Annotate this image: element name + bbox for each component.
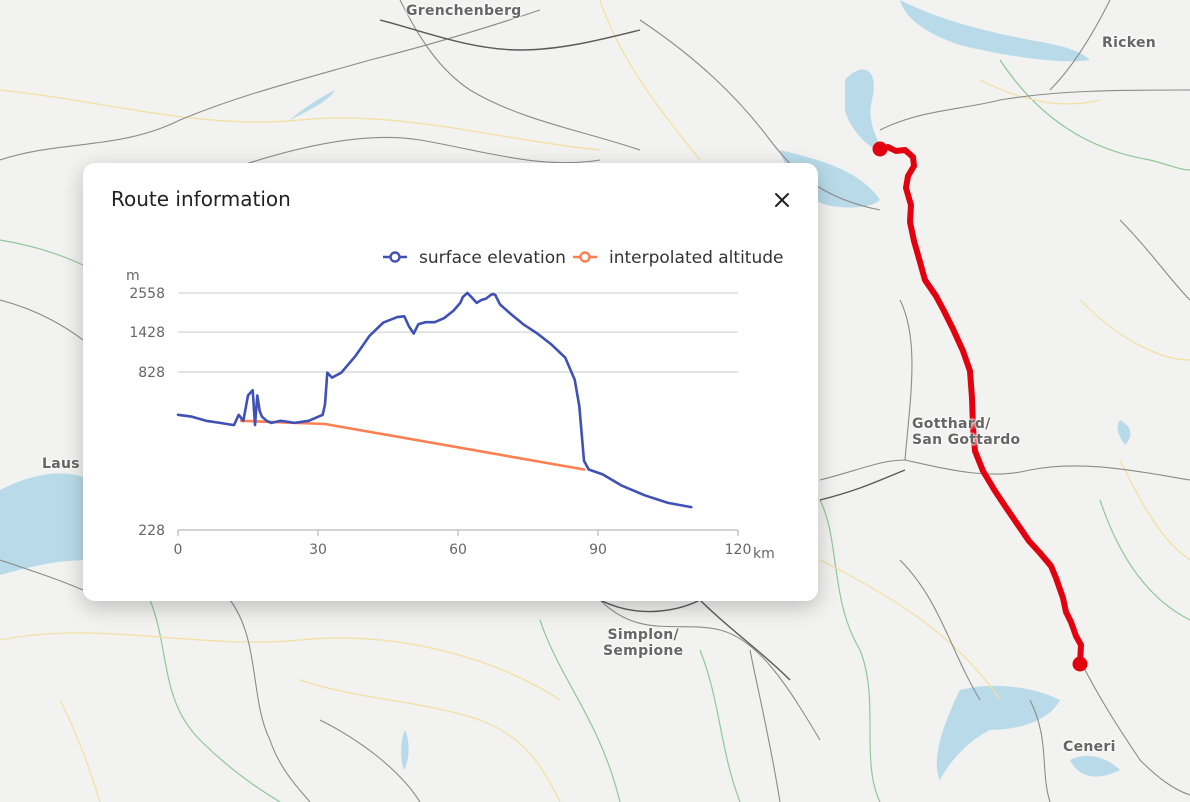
y-tick-label: 1428 <box>129 325 165 341</box>
route-start-marker[interactable] <box>872 141 888 157</box>
close-icon <box>775 193 789 207</box>
route-information-panel: Route information 228 828 1428 2558 0 30 60 90 1… <box>83 163 818 601</box>
lakes <box>0 0 1131 780</box>
route-line[interactable] <box>877 144 1084 667</box>
legend-swatch-marker <box>389 251 401 263</box>
series-line <box>176 291 693 509</box>
map-label-grenchenberg: Grenchenberg <box>406 3 522 19</box>
legend-entry: interpolated altitude <box>609 248 783 268</box>
route-end-marker[interactable] <box>1072 656 1088 672</box>
x-tick-label: 0 <box>174 542 183 558</box>
legend-entry: surface elevation <box>419 248 566 268</box>
map-label-ceneri: Ceneri <box>1063 739 1116 755</box>
series-line <box>239 419 586 471</box>
y-tick-label: 228 <box>138 523 165 539</box>
map-label-lausanne: Laus <box>42 456 80 472</box>
map-label-ricken: Ricken <box>1102 35 1157 51</box>
legend-swatch-marker <box>579 251 591 263</box>
y-tick-label: 828 <box>138 365 165 381</box>
railways <box>379 19 906 681</box>
x-tick-label: 30 <box>309 542 327 558</box>
elevation-chart[interactable]: 228 828 1428 2558 0 30 60 90 120 m km surface eleva… <box>83 223 818 583</box>
x-axis-unit: km <box>753 546 775 562</box>
panel-title: Route information <box>111 187 291 211</box>
map-label-gotthard: Gotthard/ San Gottardo <box>912 416 1021 448</box>
x-tick-label: 60 <box>449 542 467 558</box>
y-axis-unit: m <box>126 268 140 284</box>
map-label-simplon: Simplon/ Sempione <box>603 627 684 659</box>
y-tick-label: 2558 <box>129 286 165 302</box>
x-tick-label: 120 <box>725 542 752 558</box>
close-button[interactable] <box>767 185 797 215</box>
x-tick-label: 90 <box>589 542 607 558</box>
